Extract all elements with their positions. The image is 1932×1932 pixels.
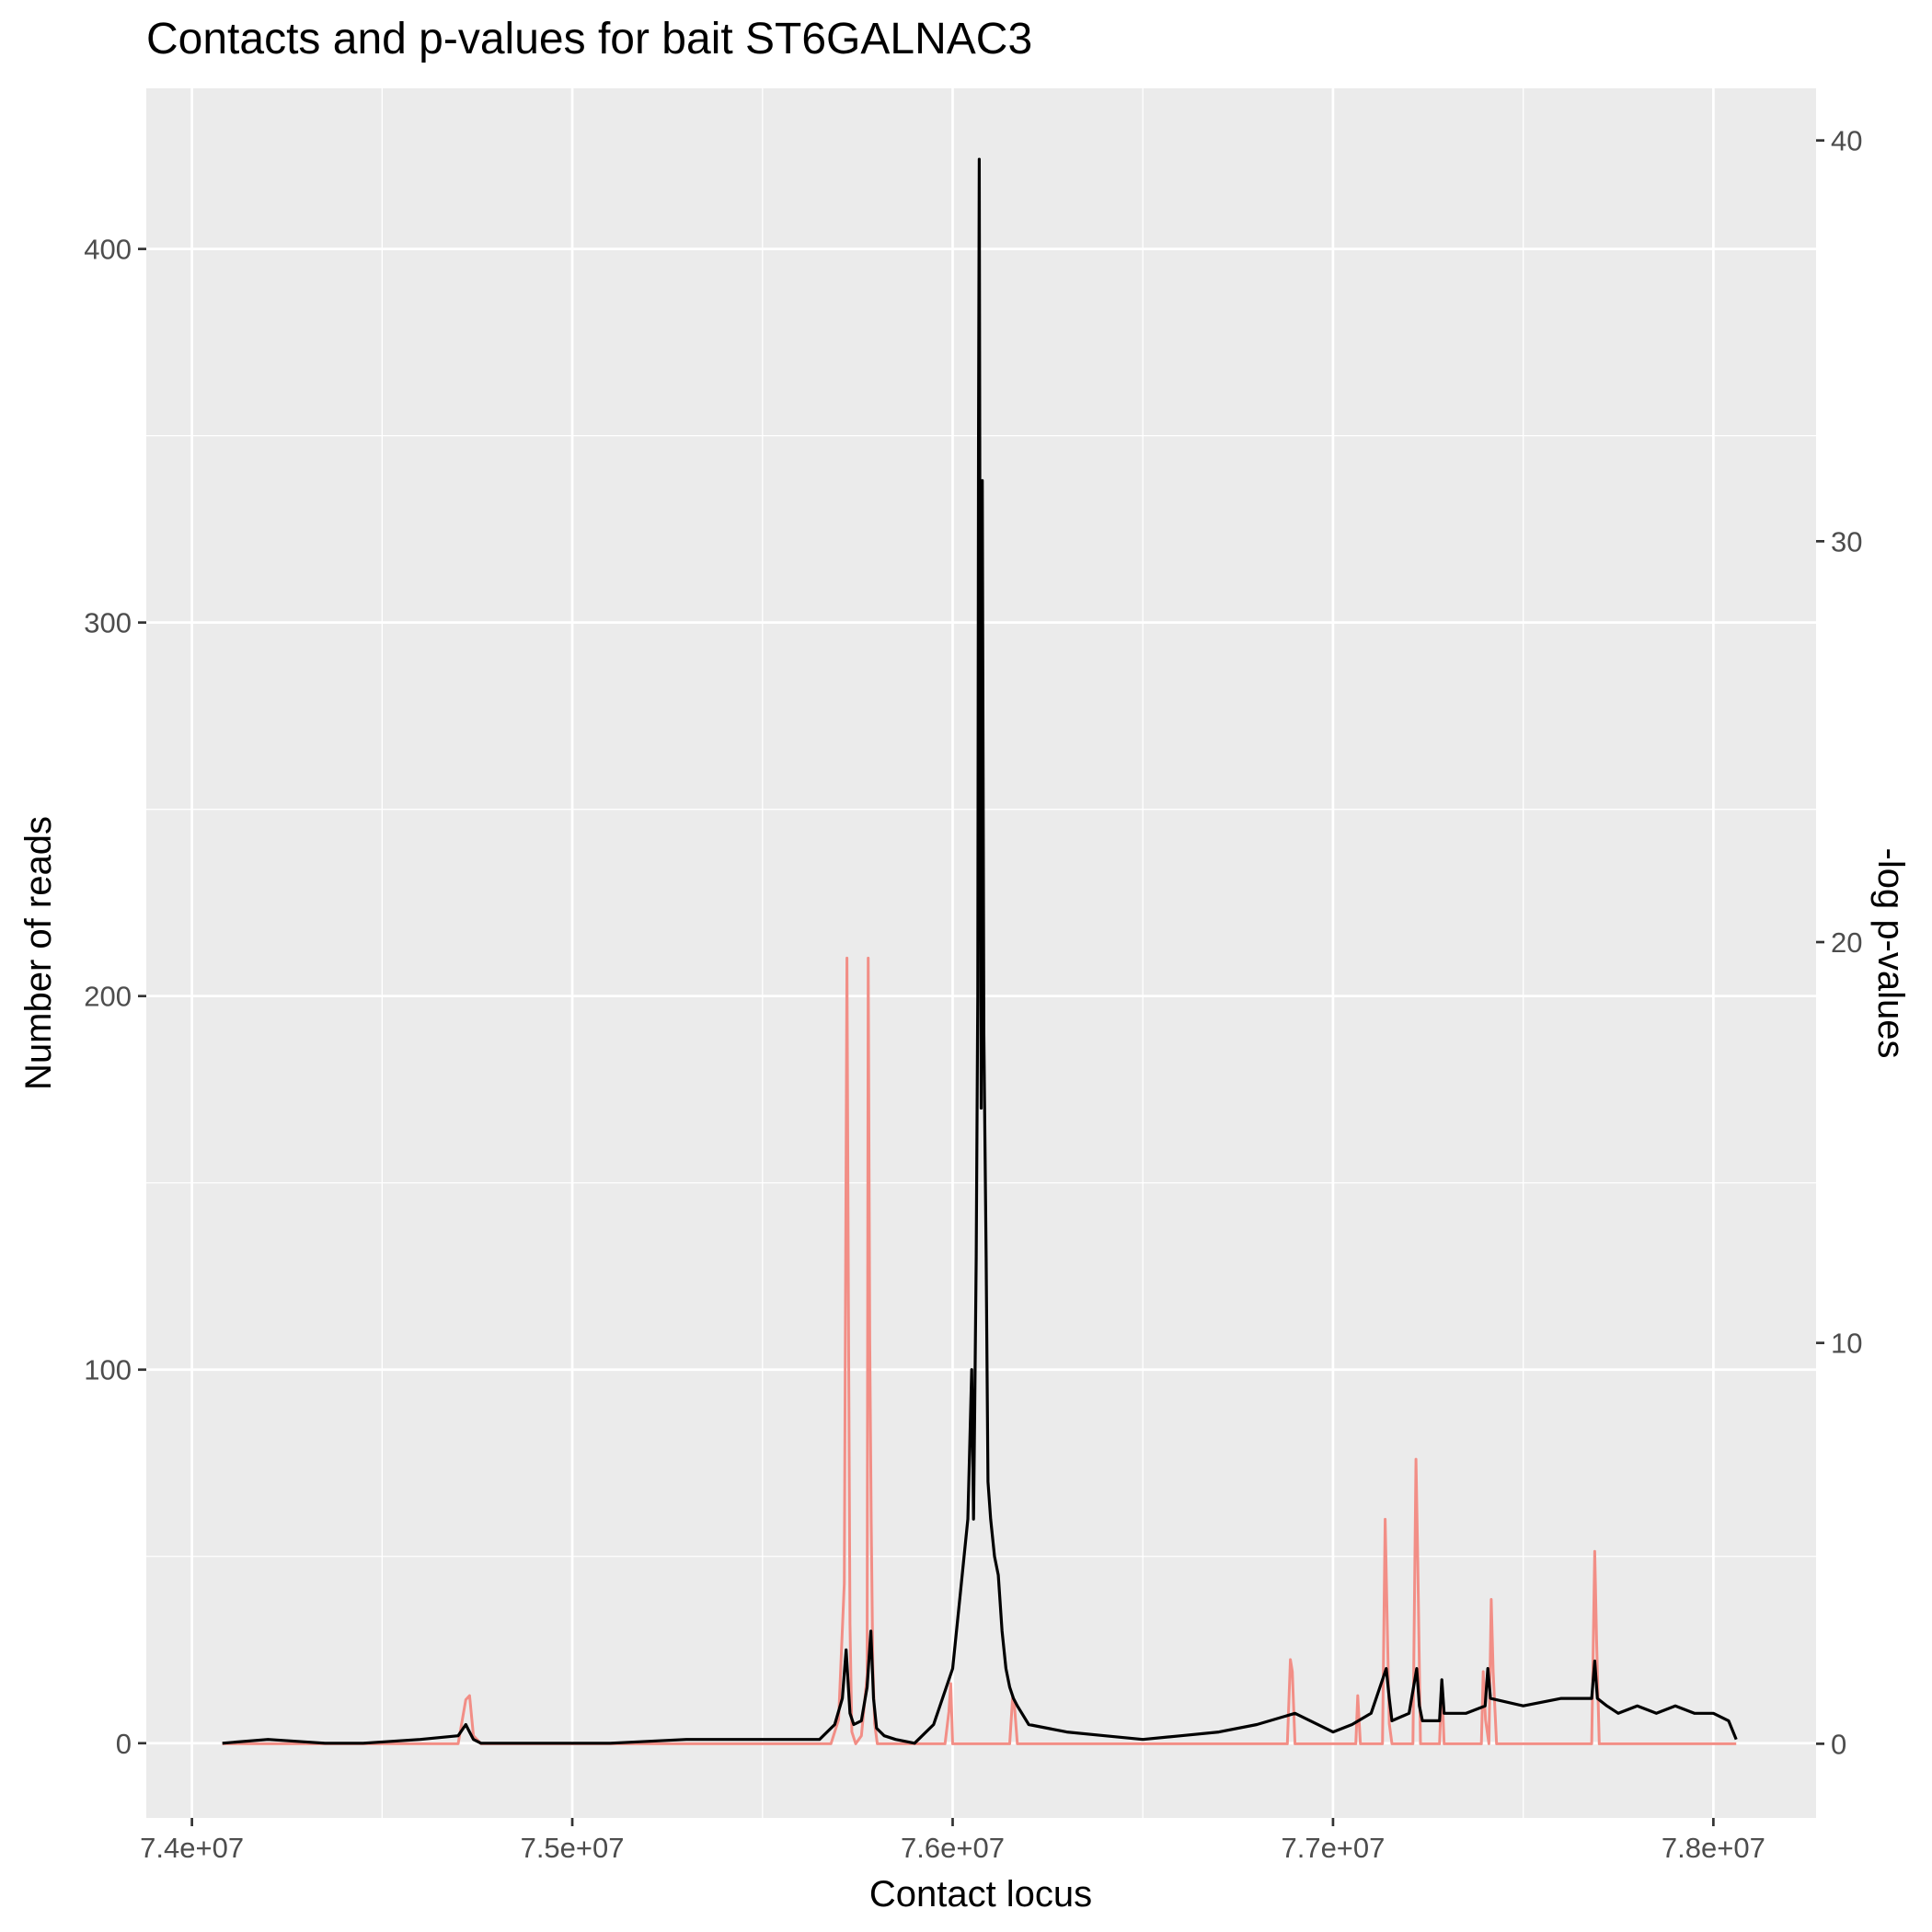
y-axis-title: Number of reads bbox=[18, 816, 59, 1090]
x-tick-label: 7.5e+07 bbox=[521, 1832, 625, 1864]
y-tick-label: 0 bbox=[116, 1728, 132, 1760]
y-tick-label: 200 bbox=[84, 981, 132, 1013]
x-tick-label: 7.4e+07 bbox=[140, 1832, 244, 1864]
y-tick-label: 400 bbox=[84, 234, 132, 266]
y2-tick-label: 40 bbox=[1831, 125, 1862, 157]
x-tick-label: 7.8e+07 bbox=[1662, 1832, 1765, 1864]
y-tick-label: 300 bbox=[84, 607, 132, 639]
y2-tick-label: 30 bbox=[1831, 525, 1862, 558]
y2-tick-label: 0 bbox=[1831, 1728, 1846, 1760]
y2-tick-label: 10 bbox=[1831, 1328, 1862, 1360]
reads-series-line bbox=[222, 157, 1738, 1745]
y2-tick-label: 20 bbox=[1831, 926, 1862, 959]
pvalue-series-line bbox=[222, 956, 1737, 1745]
x-tick-label: 7.6e+07 bbox=[901, 1832, 1005, 1864]
y-tick-label: 100 bbox=[84, 1354, 132, 1386]
y2-axis-title: -log p-values bbox=[1870, 847, 1911, 1058]
chart-title: Contacts and p-values for bait ST6GALNAC… bbox=[146, 15, 1032, 63]
series-layer bbox=[222, 157, 1738, 1745]
x-axis-title: Contact locus bbox=[869, 1874, 1092, 1915]
axes: 7.4e+07 7.5e+07 7.6e+07 7.7e+07 7.8e+0701002… bbox=[84, 125, 1862, 1864]
x-tick-label: 7.7e+07 bbox=[1281, 1832, 1385, 1864]
